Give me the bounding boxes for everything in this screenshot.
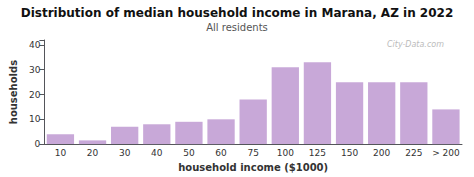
svg-text:100: 100 bbox=[277, 148, 294, 158]
svg-text:30: 30 bbox=[29, 65, 41, 75]
svg-text:household income ($1000): household income ($1000) bbox=[178, 162, 328, 173]
svg-text:50: 50 bbox=[183, 148, 195, 158]
svg-text:> 200: > 200 bbox=[432, 148, 460, 158]
svg-text:households: households bbox=[8, 60, 19, 124]
svg-text:225: 225 bbox=[405, 148, 422, 158]
svg-text:40: 40 bbox=[29, 40, 41, 50]
svg-text:Distribution of median househo: Distribution of median household income … bbox=[21, 6, 454, 20]
svg-text:0: 0 bbox=[35, 139, 41, 149]
svg-text:20: 20 bbox=[87, 148, 99, 158]
svg-text:150: 150 bbox=[341, 148, 358, 158]
svg-text:City-Data.com: City-Data.com bbox=[387, 40, 444, 49]
svg-text:200: 200 bbox=[373, 148, 390, 158]
svg-text:75: 75 bbox=[247, 148, 258, 158]
svg-text:125: 125 bbox=[309, 148, 326, 158]
svg-text:20: 20 bbox=[29, 90, 41, 100]
svg-text:All residents: All residents bbox=[206, 22, 268, 33]
svg-text:10: 10 bbox=[55, 148, 67, 158]
svg-text:30: 30 bbox=[119, 148, 131, 158]
svg-text:40: 40 bbox=[151, 148, 163, 158]
svg-text:60: 60 bbox=[215, 148, 227, 158]
svg-text:10: 10 bbox=[29, 114, 41, 124]
